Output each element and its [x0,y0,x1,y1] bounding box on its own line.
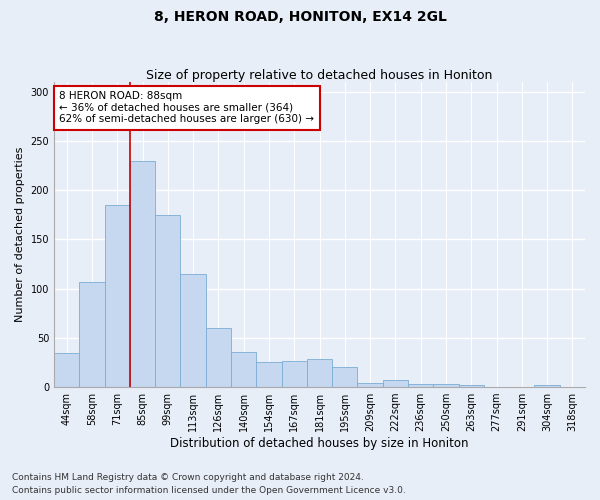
Title: Size of property relative to detached houses in Honiton: Size of property relative to detached ho… [146,69,493,82]
Bar [130,160,155,387]
Bar [535,385,560,387]
Bar [256,362,281,387]
Y-axis label: Number of detached properties: Number of detached properties [15,147,25,322]
Bar [155,215,181,387]
Bar [433,384,458,387]
Bar [307,358,332,387]
Bar [54,352,79,387]
Bar [281,362,307,387]
Text: 8, HERON ROAD, HONITON, EX14 2GL: 8, HERON ROAD, HONITON, EX14 2GL [154,10,446,24]
Bar [104,205,130,387]
Text: 8 HERON ROAD: 88sqm
← 36% of detached houses are smaller (364)
62% of semi-detac: 8 HERON ROAD: 88sqm ← 36% of detached ho… [59,91,314,124]
Bar [408,384,433,387]
Bar [181,274,206,387]
Bar [383,380,408,387]
X-axis label: Distribution of detached houses by size in Honiton: Distribution of detached houses by size … [170,437,469,450]
Text: Contains HM Land Registry data © Crown copyright and database right 2024.
Contai: Contains HM Land Registry data © Crown c… [12,474,406,495]
Bar [332,368,358,387]
Bar [458,385,484,387]
Bar [231,352,256,387]
Bar [206,328,231,387]
Bar [79,282,104,387]
Bar [358,383,383,387]
